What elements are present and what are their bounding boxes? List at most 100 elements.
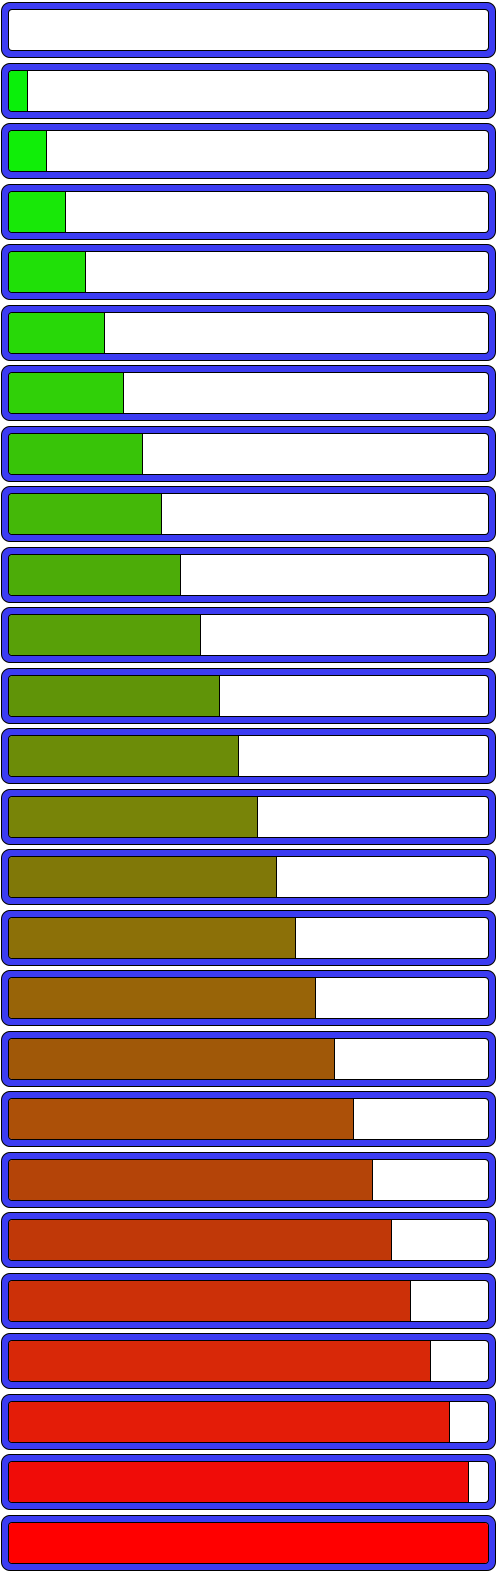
- progress-bar-track: [8, 312, 489, 354]
- progress-bar: [1, 547, 496, 603]
- progress-bar-track: [8, 9, 489, 51]
- progress-bar: [1, 1515, 496, 1571]
- progress-bar-frame: [2, 124, 495, 178]
- progress-bar: [1, 1454, 496, 1510]
- progress-bar: [1, 910, 496, 966]
- progress-bar: [1, 426, 496, 482]
- progress-bar-track: [8, 977, 489, 1019]
- progress-bar: [1, 123, 496, 179]
- progress-bar-track-inner: [9, 676, 488, 716]
- progress-bar-fill: [9, 71, 29, 111]
- progress-bar: [1, 184, 496, 240]
- progress-bar-frame: [2, 1153, 495, 1207]
- progress-bar: [1, 486, 496, 542]
- progress-bar: [1, 970, 496, 1026]
- progress-bar: [1, 1273, 496, 1329]
- progress-bar-frame: [2, 971, 495, 1025]
- progress-bar-track-inner: [9, 918, 488, 958]
- progress-bar-track-inner: [9, 797, 488, 837]
- progress-bar: [1, 1394, 496, 1450]
- progress-bar-fill: [9, 131, 48, 171]
- progress-bar-track-inner: [9, 615, 488, 655]
- progress-bar-frame: [2, 548, 495, 602]
- progress-bar-track-inner: [9, 131, 488, 171]
- progress-bar-track-inner: [9, 313, 488, 353]
- progress-bar-track: [8, 372, 489, 414]
- progress-bar-frame: [2, 1213, 495, 1267]
- progress-bar-fill: [9, 857, 278, 897]
- progress-bar: [1, 849, 496, 905]
- progress-bar-fill: [9, 797, 259, 837]
- progress-bar-track: [8, 70, 489, 112]
- progress-bar: [1, 1152, 496, 1208]
- progress-bar-track: [8, 1038, 489, 1080]
- progress-bar: [1, 1031, 496, 1087]
- progress-bar-frame: [2, 1516, 495, 1570]
- progress-bar-fill: [9, 192, 67, 232]
- progress-bar-fill: [9, 676, 220, 716]
- progress-bar-fill: [9, 1220, 393, 1260]
- progress-bar: [1, 63, 496, 119]
- progress-bar-track-inner: [9, 434, 488, 474]
- progress-bar-fill: [9, 494, 163, 534]
- progress-bar-track-inner: [9, 494, 488, 534]
- progress-bar-frame: [2, 1092, 495, 1146]
- progress-bar: [1, 365, 496, 421]
- progress-bar-frame: [2, 427, 495, 481]
- progress-bar-track-inner: [9, 71, 488, 111]
- progress-bar-track: [8, 1340, 489, 1382]
- progress-bar-frame: [2, 608, 495, 662]
- progress-bar-frame: [2, 850, 495, 904]
- progress-bar-track: [8, 1401, 489, 1443]
- progress-bar-track-inner: [9, 1160, 488, 1200]
- progress-bar-track-inner: [9, 1523, 488, 1563]
- progress-bar: [1, 668, 496, 724]
- progress-bar-frame: [2, 3, 495, 57]
- progress-bar-frame: [2, 911, 495, 965]
- progress-bar-fill: [9, 1523, 488, 1563]
- progress-bar: [1, 305, 496, 361]
- progress-bar-track-inner: [9, 1402, 488, 1442]
- progress-bar-track: [8, 796, 489, 838]
- progress-bar-track: [8, 191, 489, 233]
- progress-bar-track-inner: [9, 857, 488, 897]
- progress-bar-track-inner: [9, 1341, 488, 1381]
- progress-bar: [1, 1333, 496, 1389]
- progress-bar-fill: [9, 978, 316, 1018]
- progress-bar: [1, 244, 496, 300]
- progress-bar-track-inner: [9, 1039, 488, 1079]
- progress-bar-fill: [9, 918, 297, 958]
- progress-bar-track: [8, 856, 489, 898]
- progress-bar-track: [8, 554, 489, 596]
- progress-bar-fill: [9, 252, 86, 292]
- progress-bar-frame: [2, 245, 495, 299]
- progress-bar-frame: [2, 306, 495, 360]
- progress-bar-fill: [9, 1099, 354, 1139]
- progress-bar-track-inner: [9, 373, 488, 413]
- progress-bar-track: [8, 493, 489, 535]
- progress-bar-track: [8, 675, 489, 717]
- progress-bar-track: [8, 917, 489, 959]
- progress-bar-frame: [2, 669, 495, 723]
- progress-bar-frame: [2, 1395, 495, 1449]
- progress-bar-track: [8, 1098, 489, 1140]
- progress-bar-fill: [9, 313, 105, 353]
- progress-bar-track-inner: [9, 10, 488, 50]
- progress-bar-frame: [2, 487, 495, 541]
- progress-bar-track: [8, 1159, 489, 1201]
- progress-bar-track-inner: [9, 252, 488, 292]
- progress-bar-fill: [9, 736, 239, 776]
- progress-bar: [1, 789, 496, 845]
- progress-bar-fill: [9, 1341, 431, 1381]
- progress-bar-track-inner: [9, 1281, 488, 1321]
- progress-bar-track: [8, 735, 489, 777]
- progress-bar-frame: [2, 185, 495, 239]
- progress-bar: [1, 1212, 496, 1268]
- progress-bar-track: [8, 251, 489, 293]
- progress-bar-track: [8, 130, 489, 172]
- progress-bar-track: [8, 614, 489, 656]
- progress-bar-fill: [9, 1402, 450, 1442]
- progress-bar-track: [8, 433, 489, 475]
- progress-bar: [1, 2, 496, 58]
